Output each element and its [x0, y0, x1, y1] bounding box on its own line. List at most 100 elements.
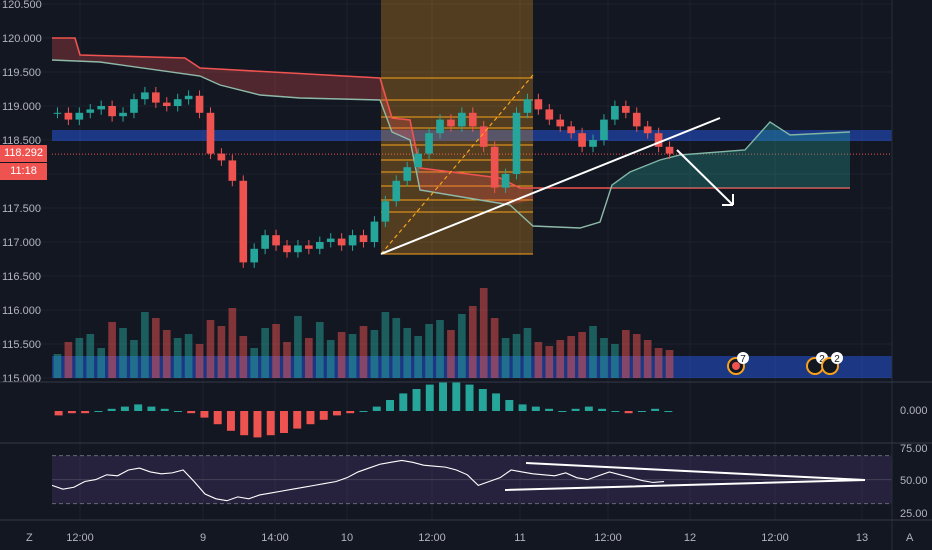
volume-bar [512, 334, 521, 378]
support-band [52, 130, 892, 141]
candle-body [184, 95, 193, 100]
candle-body [512, 112, 521, 174]
macd-bar [452, 382, 461, 411]
macd-bar [306, 411, 315, 425]
macd-bar [81, 411, 90, 414]
volume-bar [228, 308, 237, 378]
candle-body [272, 235, 280, 246]
macd-bar [664, 411, 673, 412]
macd-bar [545, 408, 554, 411]
cloud-span-b [51, 59, 851, 229]
macd-bar [279, 411, 288, 433]
volume-bar [272, 324, 280, 378]
candle-body [425, 133, 433, 154]
macd-bar [120, 406, 129, 411]
volume-bar [567, 336, 575, 378]
candle-body [305, 245, 313, 249]
candle-body [337, 238, 346, 246]
candle-body [130, 99, 138, 113]
volume-bar [458, 314, 466, 378]
candle-body [447, 119, 455, 127]
volume-bar [545, 346, 554, 378]
event-badge-count: 7 [740, 354, 746, 365]
volume-bar [326, 340, 335, 378]
candle-body [381, 201, 390, 222]
macd-bar [293, 411, 302, 429]
macd-axis-label: 0.000 [900, 405, 928, 417]
event-badge-count: 2 [834, 354, 840, 365]
price-tick-label: 115.000 [2, 373, 41, 385]
volume-bar [611, 344, 619, 378]
event-badge-1[interactable]: 7 [727, 352, 749, 375]
price-tick-label: 117.000 [2, 237, 41, 249]
macd-bar [147, 406, 156, 411]
candle-body [501, 174, 510, 188]
candle-body [567, 126, 575, 134]
rsi-line [51, 459, 665, 502]
macd-bar [412, 389, 421, 411]
candle-body [53, 112, 62, 114]
candle-body [523, 99, 532, 113]
volume-bar [130, 340, 138, 378]
macd-bar [558, 411, 567, 412]
macd-bar [571, 408, 580, 411]
macd-bar [173, 411, 182, 412]
candle-body [206, 112, 215, 154]
current-price-tag: 118.292 [0, 145, 47, 162]
candle-body [108, 106, 116, 117]
macd-bar [200, 411, 209, 418]
rsi-triangle-drawing[interactable] [504, 462, 866, 491]
time-tick-label: 14:00 [261, 532, 289, 544]
candle-body [261, 235, 269, 249]
candle-body [589, 140, 597, 147]
price-tick-label: 115.500 [2, 339, 41, 351]
volume-bar [152, 318, 160, 378]
arrow-down-icon[interactable] [676, 149, 734, 206]
macd-bar [213, 411, 222, 425]
price-tick-label: 118.500 [2, 135, 41, 147]
event-badge-3[interactable]: 2 [821, 352, 843, 375]
candle-body [97, 106, 106, 110]
macd-bar [346, 411, 355, 414]
volume-bar [250, 348, 259, 378]
trendline-support[interactable] [380, 117, 721, 255]
macd-bar [94, 411, 103, 412]
candle-body [152, 92, 160, 103]
candle-body [654, 133, 663, 147]
volume-bar [501, 338, 510, 378]
macd-bar [266, 411, 275, 436]
candle-body [195, 95, 204, 113]
macd-bar [386, 400, 394, 411]
volume-bar [75, 338, 84, 378]
time-tick-label: 10 [341, 532, 353, 544]
volume-bar [283, 342, 291, 378]
candle-body [556, 119, 565, 127]
macd-bar [333, 411, 341, 416]
volume-bar [523, 328, 532, 378]
macd-bar [54, 411, 63, 416]
volume-bar [578, 332, 586, 378]
candle-body [119, 112, 127, 117]
time-tick-label: 9 [200, 532, 206, 544]
time-tick-label: 12 [684, 532, 696, 544]
volume-bar [665, 350, 674, 378]
volume-bar [162, 330, 171, 378]
auto-scale-icon[interactable]: A [906, 532, 914, 544]
macd-bar [399, 393, 408, 411]
candle-body [665, 146, 674, 154]
volume-bar [632, 334, 641, 378]
candle-body [64, 112, 73, 120]
timezone-icon[interactable]: Z [26, 532, 33, 544]
macd-bar [518, 404, 527, 411]
macd-bar [359, 411, 368, 412]
volume-bar [86, 334, 95, 378]
volume-bar [556, 340, 565, 378]
time-tick-label: 12:00 [761, 532, 789, 544]
volume-bar [534, 342, 543, 378]
time-axis[interactable]: 12:00 9 14:00 10 12:00 11 12:00 12 12:00 13 [66, 532, 868, 544]
rsi-axis-label-50: 50.00 [900, 475, 928, 487]
volume-bar [53, 354, 62, 378]
candle-body [414, 153, 422, 168]
candle-body [600, 119, 608, 140]
